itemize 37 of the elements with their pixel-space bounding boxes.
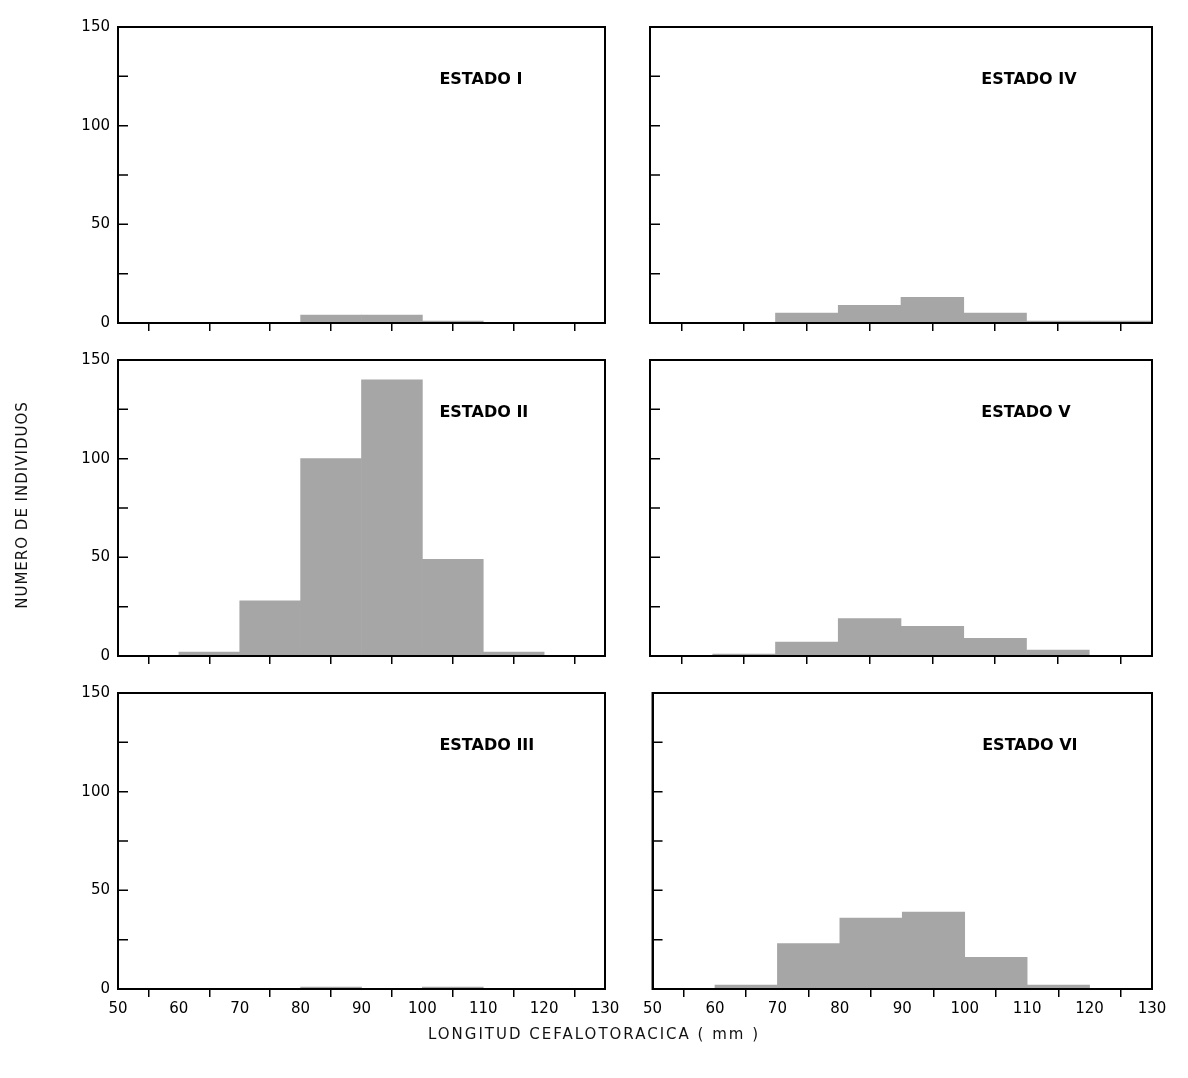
y-tick-label: 0	[100, 978, 110, 997]
y-tick-label: 150	[81, 16, 110, 35]
x-tick-label: 100	[408, 998, 437, 1017]
annotation: ESTADO IV	[981, 69, 1078, 89]
annotation: ESTADO VI	[982, 735, 1078, 755]
x-axis-title: LONGITUD CEFALOTORACICA ( mm )	[426, 1025, 762, 1043]
x-tick-label: 100	[950, 998, 980, 1017]
y-tick-label: 150	[81, 682, 110, 701]
y-tick-label: 100	[81, 115, 110, 134]
y-tick-label: 0	[100, 312, 110, 331]
y-tick-label: 0	[100, 645, 110, 664]
y-tick-label: 50	[90, 214, 110, 233]
x-tick-label: 70	[230, 998, 250, 1017]
y-tick-label: 150	[81, 349, 110, 368]
x-tick-label: 50	[643, 998, 663, 1017]
x-tick-label: 80	[830, 998, 850, 1017]
x-tick-label: 120	[1075, 998, 1104, 1017]
y-tick-label: 100	[81, 448, 110, 467]
y-axis-title: NUMERO DE INDIVIDUOS	[13, 401, 31, 609]
y-tick-label: 50	[90, 547, 110, 566]
annotation: ESTADO II	[439, 402, 529, 422]
y-tick-label: 100	[81, 781, 110, 800]
x-tick-label: 110	[468, 998, 498, 1017]
y-tick-label: 50	[90, 880, 110, 899]
x-tick-label: 90	[351, 998, 372, 1017]
x-tick-label: 120	[529, 998, 559, 1017]
x-tick-label: 60	[705, 998, 725, 1017]
annotation: ESTADO V	[981, 402, 1072, 422]
x-tick-label: 70	[767, 998, 787, 1017]
annotation: ESTADO III	[439, 735, 535, 755]
x-tick-label: 130	[1137, 998, 1167, 1017]
x-tick-label: 80	[291, 998, 311, 1017]
x-tick-label: 130	[590, 998, 620, 1017]
x-tick-label: 110	[1012, 998, 1042, 1017]
x-tick-label: 90	[892, 998, 912, 1017]
x-tick-label: 60	[169, 998, 189, 1017]
annotation: ESTADO I	[439, 69, 523, 89]
